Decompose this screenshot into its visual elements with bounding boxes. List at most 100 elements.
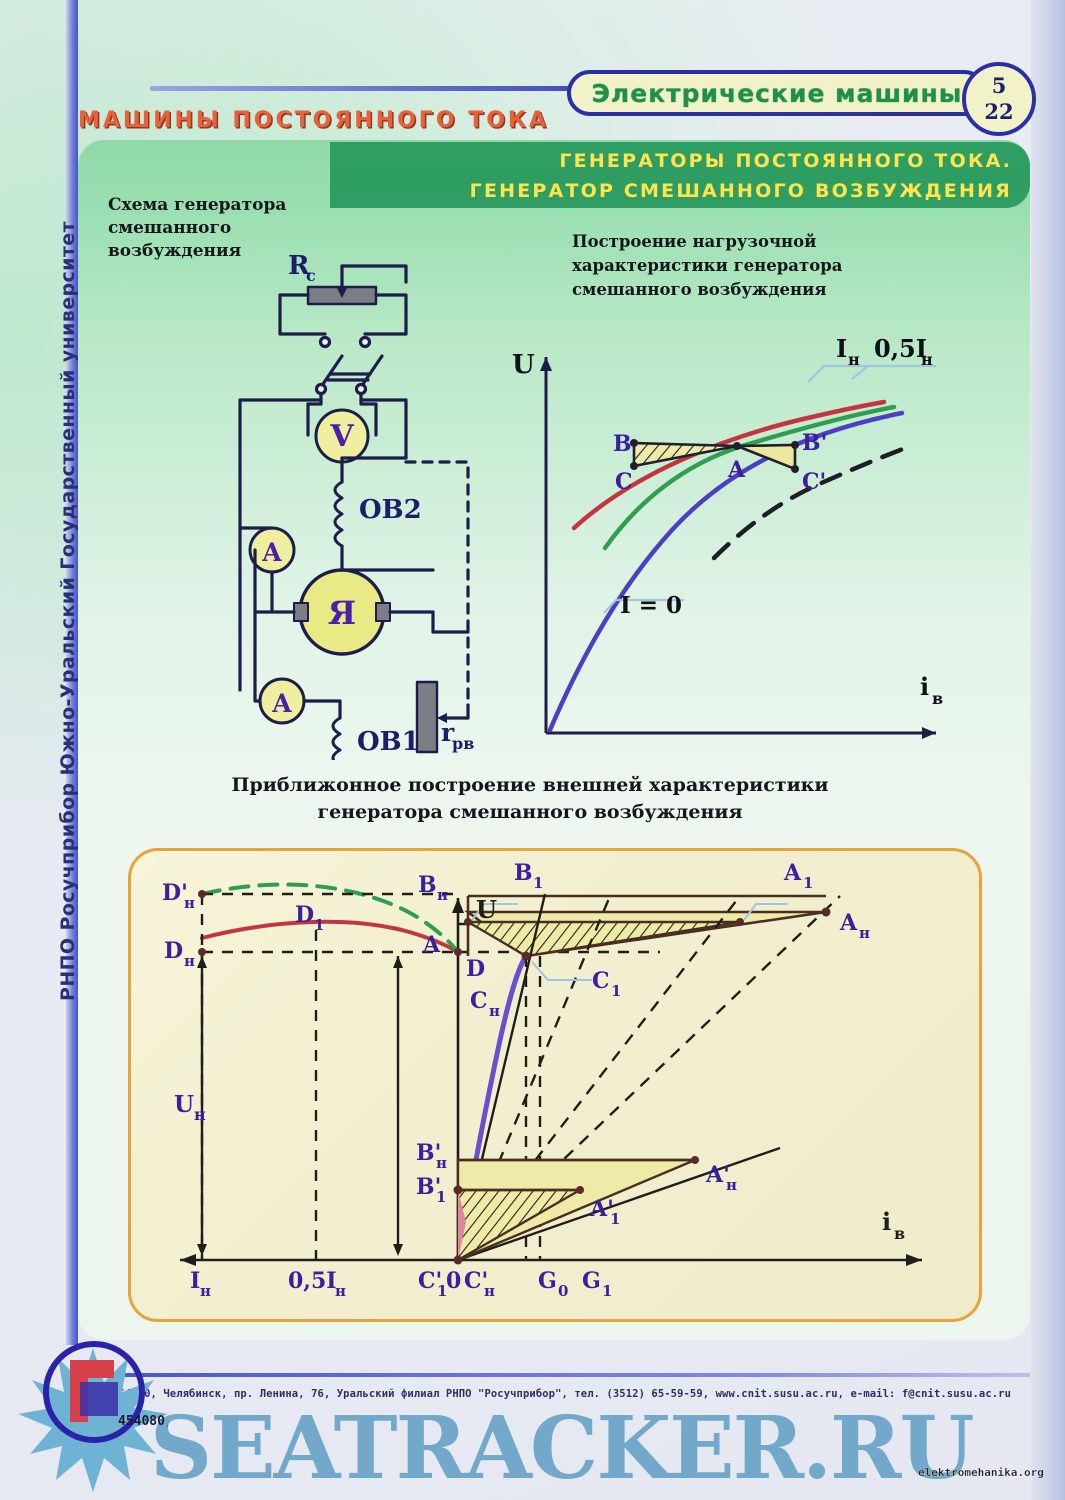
curve-In [571,399,887,531]
chart1-label-B: B [613,431,632,457]
label-reg-resistor: r [441,718,455,747]
chart1-axis-x-sub: в [932,689,943,708]
caption-load-line3: смешанного возбуждения [572,280,827,299]
caption-ext-line2: генератора смешанного возбуждения [317,801,743,823]
chart2-label-DH: D [164,938,183,964]
page-number-badge: 5 22 [962,62,1036,136]
chart2-tick-C1-prime-sub: 1 [437,1282,447,1300]
chart1-label-B-prime: B' [802,430,827,456]
chart2-label-A1-prime: A' [589,1196,614,1222]
chart1-legend-In: I [836,334,847,363]
logo-starburst [18,1348,168,1492]
curve-external-red [200,919,460,954]
chart2-label-DH-prime: D' [162,880,188,906]
chart2-label-D1-sub: 1 [314,916,324,934]
chart-external-characteristic: D' н D н D 1 U н D A B н B 1 A 1 A н C н [140,860,964,1304]
chart1-label-A: A [727,457,746,483]
circuit-diagram: R c V A A Я ОВ2 ОВ1 r рв [220,250,510,760]
caption-scheme: Схема генератора смешанного возбуждения [108,194,368,263]
page-number: 5 [991,73,1007,98]
chart2-label-C1-sub: 1 [611,982,621,1000]
label-ammeter-top: A [261,538,282,567]
chart2-leaders [471,903,788,981]
chart2-label-AH-prime-sub: н [726,1176,737,1194]
chart2-label-A1-sub: 1 [803,874,813,892]
triangle-ABC-prime [736,443,797,471]
chart2-Un-arrowheads [197,956,403,1256]
chart2-tick-IH-sub: н [200,1282,211,1300]
chart1-label-C-prime: C' [802,469,826,495]
chart2-tick-G0: G [538,1268,557,1294]
chart2-Un-arrows [200,956,400,1252]
caption-ext-line1: Приближонное построение внешней характер… [231,774,829,796]
caption-external-characteristic: Приближонное построение внешней характер… [150,772,910,826]
chart2-label-BH-prime: B' [416,1140,441,1166]
slide-title-line1: ГЕНЕРАТОРЫ ПОСТОЯННОГО ТОКА. [559,150,1012,172]
chart2-label-BH-prime-sub: н [436,1154,447,1172]
chart2-tick-C1-prime: C' [418,1268,442,1294]
chart2-label-DH-prime-sub: н [184,894,195,912]
label-voltmeter: V [329,419,354,454]
chart1-y-arrow [540,357,552,371]
chart2-tick-origin: 0 [446,1268,461,1294]
chart2-label-A: A [422,932,441,958]
regulating-resistor-body [415,680,439,754]
chart2-label-BH: B [418,872,437,898]
chart2-tick-IH: I [190,1268,200,1294]
chart2-label-CH: C [470,988,488,1014]
curve-dashed-shift [711,444,911,561]
chart2-tick-G1: G [582,1268,601,1294]
chart-load-characteristic: B C A B' C' U i в I н 0,5I н I = 0 [512,325,972,755]
footer-contact: 454080, Челябинск, пр. Ленина, 76, Ураль… [112,1388,1012,1400]
chart1-legend-I0: I = 0 [620,592,682,619]
wedge-origin [458,1190,466,1260]
triangle-BCA [632,441,738,468]
chart2-axis-x-label: i [882,1207,891,1236]
sidebar-university-text: РНПО Росучприбор Южно-Уральский Государс… [57,221,79,1001]
chart2-tick-G0-sub: 0 [558,1282,568,1300]
chart2-tick-CH-prime-sub: н [484,1282,495,1300]
caption-load-line2: характеристики генератора [572,256,843,275]
watermark: SEATRACKER.RU [150,1398,975,1499]
chart2-label-UH-sub: н [194,1105,206,1124]
chart2-label-D1: D [295,902,314,928]
chart2-tick-half-IH: 0,5I [288,1268,337,1294]
chart1-axis-y-label: U [512,350,535,380]
chart2-tick-half-IH-sub: н [335,1282,346,1300]
label-rheostat-sub: c [306,266,316,285]
chart2-G-markers [524,956,542,1260]
label-armature: Я [328,594,356,632]
chart2-y-arrow [452,898,464,913]
chart1-axes [544,357,936,735]
chart2-label-A1: A [783,860,802,886]
chart2-label-B1-prime: B' [416,1174,441,1200]
slide-title-bar: ГЕНЕРАТОРЫ ПОСТОЯННОГО ТОКА. ГЕНЕРАТОР С… [330,142,1030,208]
curve-external-green [200,882,460,954]
caption-load-line1: Построение нагрузочной [572,232,817,251]
label-reg-resistor-sub: рв [452,734,474,753]
chart1-label-C: C [615,469,633,495]
label-winding-ob1: ОВ1 [357,727,420,757]
chart2-label-BH-sub: н [437,886,448,904]
chart2-label-CH-sub: н [489,1002,500,1020]
page-total: 22 [984,99,1014,124]
chart2-tick-CH-prime: C' [464,1268,488,1294]
chart2-x-arrow [906,1254,922,1266]
chart2-axis-y-label: U [476,895,497,924]
curve-I0 [547,410,905,733]
logo-ring [43,1341,145,1443]
chart2-label-B1-sub: 1 [533,874,543,892]
chart2-lower-frame [458,1158,695,1192]
series-title-pill: Электрические машины [567,70,987,116]
chart2-label-A1-prime-sub: 1 [610,1210,620,1228]
chart2-label-C1: C [592,968,610,994]
caption-scheme-line2: смешанного возбуждения [108,218,242,261]
slide-title-line2: ГЕНЕРАТОР СМЕШАННОГО ВОЗБУЖДЕНИЯ [469,180,1012,202]
logo-blue-shape [80,1382,118,1416]
watermark-site: elektromehanika.org [918,1466,1044,1479]
chart2-nodes [198,890,831,1265]
label-rheostat: R [288,251,310,281]
chart2-label-D: D [466,956,485,982]
organization-logo: 454080, [18,1330,168,1495]
caption-scheme-line1: Схема генератора [108,195,287,215]
